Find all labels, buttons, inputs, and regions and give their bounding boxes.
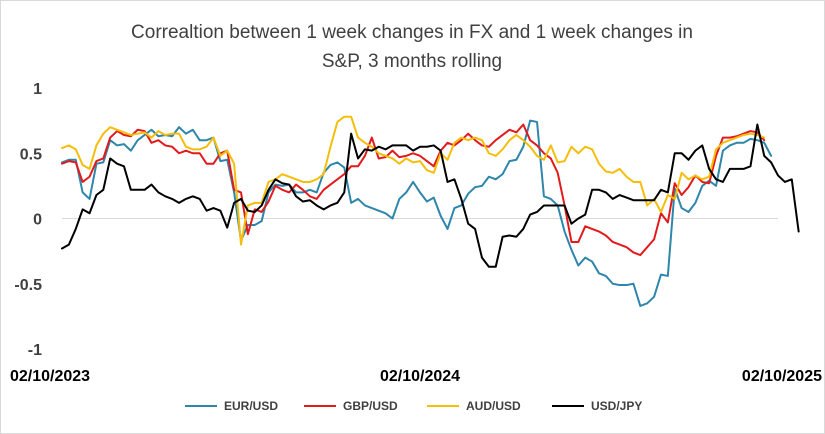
y-tick-label: 0 xyxy=(33,212,42,229)
series-line-usd-jpy xyxy=(61,123,800,268)
series-line-eur-usd xyxy=(61,119,773,307)
x-tick-label: 02/10/2025 xyxy=(742,368,822,385)
chart-title-line2: S&P, 3 months rolling xyxy=(322,51,502,72)
legend-label: AUD/USD xyxy=(466,399,521,413)
x-tick-label: 02/10/2024 xyxy=(380,368,460,385)
series-line-aud-usd xyxy=(61,115,766,246)
y-tick-label: 1 xyxy=(33,81,42,98)
legend-label: GBP/USD xyxy=(343,399,398,413)
legend: EUR/USD GBP/USD AUD/USD USD/JPY xyxy=(185,399,642,413)
series-line-gbp-usd xyxy=(61,123,766,257)
series-lines-group xyxy=(61,115,800,307)
y-tick-label: 0.5 xyxy=(20,146,42,163)
axes-group: 1 0.5 0 -0.5 -1 02/10/2023 02/10/2024 02/10/202… xyxy=(10,81,822,385)
legend-label: EUR/USD xyxy=(224,399,278,413)
x-tick-label: 02/10/2023 xyxy=(10,368,90,385)
chart-title-line1: Correaltion between 1 week changes in FX… xyxy=(131,22,693,43)
y-tick-label: -1 xyxy=(28,342,42,359)
legend-label: USD/JPY xyxy=(591,399,642,413)
y-tick-label: -0.5 xyxy=(14,277,42,294)
